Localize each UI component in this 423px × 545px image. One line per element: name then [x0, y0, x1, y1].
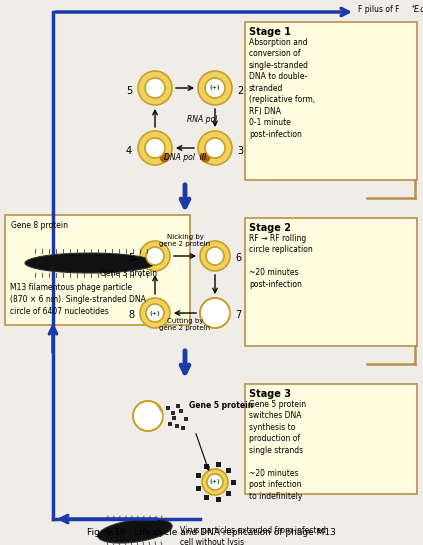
Text: cell without lysis: cell without lysis: [180, 538, 244, 545]
Text: Absorption and
conversion of
single-stranded
DNA to double-
stranded
(replicativ: Absorption and conversion of single-stra…: [249, 38, 315, 138]
Circle shape: [146, 304, 164, 322]
Bar: [226, 491, 231, 496]
Circle shape: [145, 78, 165, 98]
Text: RNA pol: RNA pol: [187, 116, 217, 124]
Bar: [168, 422, 172, 426]
Ellipse shape: [98, 519, 172, 543]
Text: Gene 3 protein: Gene 3 protein: [100, 269, 157, 278]
Circle shape: [146, 247, 164, 265]
Text: Cutting by
gene 2 protein: Cutting by gene 2 protein: [159, 318, 211, 331]
FancyBboxPatch shape: [245, 22, 417, 180]
Circle shape: [201, 153, 210, 162]
Text: Virus particles extruded from infected: Virus particles extruded from infected: [180, 526, 326, 535]
Text: DNA pol  III: DNA pol III: [164, 153, 206, 162]
Text: 2: 2: [237, 86, 243, 96]
Bar: [179, 409, 183, 413]
Circle shape: [206, 247, 224, 265]
Bar: [175, 424, 179, 428]
Text: Stage 1: Stage 1: [249, 27, 291, 37]
Bar: [176, 404, 180, 408]
Text: 4: 4: [126, 146, 132, 156]
Text: 3: 3: [237, 146, 243, 156]
Circle shape: [138, 71, 172, 105]
Text: 6: 6: [235, 253, 241, 263]
Text: +: +: [410, 4, 415, 9]
Circle shape: [200, 241, 230, 271]
Text: (+): (+): [150, 311, 160, 316]
Bar: [203, 464, 209, 469]
Text: 5: 5: [128, 253, 134, 263]
Text: 8: 8: [128, 310, 134, 320]
Bar: [226, 468, 231, 473]
Text: Fig. 9.19 : Life cycle and DNA replication of phage M13: Fig. 9.19 : Life cycle and DNA replicati…: [87, 528, 336, 537]
Bar: [181, 426, 185, 430]
Circle shape: [133, 401, 163, 431]
Bar: [216, 497, 221, 502]
Circle shape: [159, 153, 170, 162]
Text: Nicking by
gene 2 protein: Nicking by gene 2 protein: [159, 234, 211, 247]
Text: 5: 5: [126, 86, 132, 96]
Bar: [166, 406, 170, 410]
Circle shape: [198, 131, 232, 165]
Text: Stage 2: Stage 2: [249, 223, 291, 233]
Bar: [171, 411, 175, 415]
Circle shape: [205, 138, 225, 158]
Text: Gene 5 protein: Gene 5 protein: [189, 401, 253, 410]
Circle shape: [140, 298, 170, 328]
Circle shape: [198, 71, 232, 105]
Circle shape: [205, 78, 225, 98]
FancyBboxPatch shape: [245, 384, 417, 494]
Text: Stage 3: Stage 3: [249, 389, 291, 399]
FancyBboxPatch shape: [5, 215, 190, 325]
Bar: [231, 480, 236, 485]
Text: 7: 7: [235, 310, 241, 320]
Circle shape: [202, 469, 228, 495]
Bar: [184, 417, 188, 421]
Bar: [172, 416, 176, 420]
Bar: [203, 495, 209, 500]
Ellipse shape: [25, 253, 155, 273]
Bar: [216, 462, 221, 467]
Text: RF → RF rolling
circle replication

~20 minutes
post-infection: RF → RF rolling circle replication ~20 m…: [249, 234, 313, 289]
Circle shape: [138, 131, 172, 165]
Text: Gene 8 protein: Gene 8 protein: [11, 221, 68, 230]
Bar: [195, 474, 201, 479]
Text: E.coli: E.coli: [414, 5, 423, 15]
Circle shape: [145, 138, 165, 158]
Text: (+): (+): [210, 480, 220, 485]
Circle shape: [207, 474, 223, 490]
Text: Gene 5 protein
switches DNA
synthesis to
production of
single strands

~20 minut: Gene 5 protein switches DNA synthesis to…: [249, 400, 306, 501]
FancyBboxPatch shape: [245, 218, 417, 346]
Bar: [195, 486, 201, 491]
Text: F pilus of F: F pilus of F: [358, 5, 399, 15]
Text: (+): (+): [210, 86, 220, 90]
Circle shape: [140, 241, 170, 271]
Circle shape: [200, 298, 230, 328]
Text: M13 filamentous phage particle
(870 × 6 nm). Single-stranded DNA
circle of 6407 : M13 filamentous phage particle (870 × 6 …: [10, 283, 146, 316]
